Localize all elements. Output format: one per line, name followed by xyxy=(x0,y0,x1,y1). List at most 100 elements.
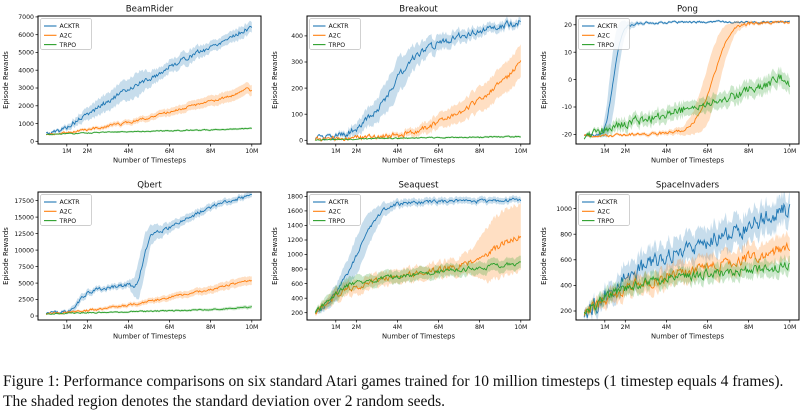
x-tick-label: 6M xyxy=(434,324,443,331)
y-tick-label: 0 xyxy=(30,313,34,320)
x-tick-label: 1M xyxy=(331,148,340,155)
x-tick-label: 10M xyxy=(514,324,527,331)
legend-label: A2C xyxy=(329,33,342,40)
y-tick-label: 5000 xyxy=(18,50,34,57)
legend-label: ACKTR xyxy=(329,199,350,206)
y-tick-label: 2500 xyxy=(18,297,34,304)
chart-title: BeamRider xyxy=(126,5,174,15)
legend-label: A2C xyxy=(60,209,73,216)
y-tick-label: 12500 xyxy=(14,231,34,238)
y-tick-label: 1400 xyxy=(287,223,303,230)
legend-label: ACKTR xyxy=(60,199,81,206)
chart-title: Qbert xyxy=(137,181,162,191)
chart-title: Seaquest xyxy=(398,181,439,191)
legend-label: A2C xyxy=(598,33,611,40)
x-tick-label: 10M xyxy=(783,324,796,331)
x-tick-label: 8M xyxy=(475,324,484,331)
x-tick-label: 10M xyxy=(245,148,258,155)
x-tick-label: 4M xyxy=(124,324,133,331)
x-tick-label: 8M xyxy=(206,148,215,155)
x-tick-label: 8M xyxy=(206,324,215,331)
y-tick-label: 7500 xyxy=(18,264,34,271)
chart-title: Pong xyxy=(677,5,698,15)
x-tick-label: 2M xyxy=(83,148,92,155)
x-tick-label: 4M xyxy=(662,148,671,155)
y-tick-label: 6000 xyxy=(18,32,34,39)
x-tick-label: 4M xyxy=(393,324,402,331)
y-tick-label: 0 xyxy=(568,77,572,84)
y-tick-label: 17500 xyxy=(14,198,34,205)
legend-label: TRPO xyxy=(328,218,346,225)
x-tick-label: 4M xyxy=(124,148,133,155)
x-tick-label: 1M xyxy=(600,148,609,155)
y-tick-label: 400 xyxy=(291,295,303,302)
x-axis-label: Number of Timesteps xyxy=(382,333,456,341)
x-tick-label: 6M xyxy=(165,324,174,331)
y-tick-label: 200 xyxy=(291,85,303,92)
y-tick-label: 15000 xyxy=(14,214,34,221)
legend: ACKTR A2C TRPO xyxy=(310,19,361,50)
legend-label: A2C xyxy=(60,33,73,40)
x-axis-label: Number of Timesteps xyxy=(382,157,456,165)
x-tick-label: 8M xyxy=(475,148,484,155)
x-tick-label: 10M xyxy=(245,324,258,331)
y-axis-label: Episode Rewards xyxy=(540,51,548,109)
y-axis-label: Episode Rewards xyxy=(2,51,10,109)
y-tick-label: 300 xyxy=(291,59,303,66)
y-tick-label: -10 xyxy=(562,104,572,111)
x-tick-label: 4M xyxy=(662,324,671,331)
legend-label: ACKTR xyxy=(329,23,350,30)
x-tick-label: 10M xyxy=(514,148,527,155)
y-tick-label: 1800 xyxy=(287,194,303,201)
x-tick-label: 6M xyxy=(703,324,712,331)
y-tick-label: 2000 xyxy=(18,103,34,110)
y-tick-label: 1600 xyxy=(287,208,303,215)
chart-title: SpaceInvaders xyxy=(656,181,720,191)
legend-label: TRPO xyxy=(59,218,77,225)
y-tick-label: 600 xyxy=(291,281,303,288)
y-tick-label: 7000 xyxy=(18,14,34,21)
y-axis-label: Episode Rewards xyxy=(271,51,279,109)
x-tick-label: 10M xyxy=(783,148,796,155)
x-tick-label: 2M xyxy=(621,324,630,331)
y-tick-label: -20 xyxy=(562,132,572,139)
y-tick-label: 10 xyxy=(564,49,572,56)
y-tick-label: 200 xyxy=(560,308,572,315)
y-tick-label: 3000 xyxy=(18,85,34,92)
x-axis-label: Number of Timesteps xyxy=(651,157,725,165)
legend-label: A2C xyxy=(598,209,611,216)
legend-label: A2C xyxy=(329,209,342,216)
x-tick-label: 6M xyxy=(434,148,443,155)
x-axis-label: Number of Timesteps xyxy=(113,157,187,165)
y-tick-label: 10000 xyxy=(14,247,34,254)
band-a2c xyxy=(46,82,252,135)
y-tick-label: 800 xyxy=(291,266,303,273)
y-axis-label: Episode Rewards xyxy=(2,227,10,285)
y-tick-label: 600 xyxy=(560,257,572,264)
y-tick-label: 200 xyxy=(291,310,303,317)
x-tick-label: 8M xyxy=(744,324,753,331)
legend-label: TRPO xyxy=(597,42,615,49)
figure-caption: Figure 1: Performance comparisons on six… xyxy=(0,367,808,412)
x-axis-label: Number of Timesteps xyxy=(651,333,725,341)
legend-label: ACKTR xyxy=(598,199,619,206)
y-tick-label: 400 xyxy=(291,33,303,40)
x-tick-label: 2M xyxy=(352,148,361,155)
legend: ACKTR A2C TRPO xyxy=(41,195,92,226)
legend-label: TRPO xyxy=(328,42,346,49)
y-tick-label: 800 xyxy=(560,231,572,238)
y-axis-label: Episode Rewards xyxy=(540,227,548,285)
y-tick-label: 1000 xyxy=(287,252,303,259)
